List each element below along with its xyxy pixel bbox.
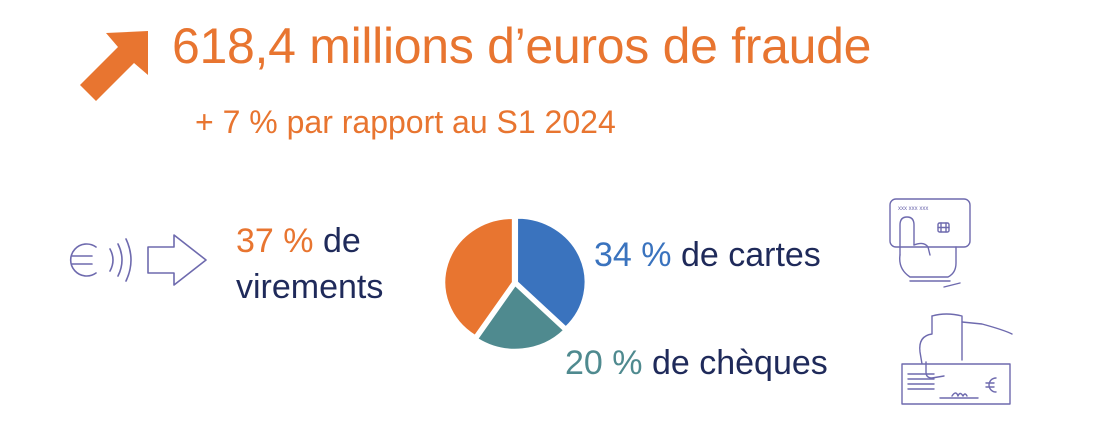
subline: + 7 % par rapport au S1 2024	[195, 104, 616, 140]
text-cartes: de cartes	[671, 236, 821, 274]
pie-chart	[443, 217, 587, 351]
pct-virements: 37 %	[236, 222, 314, 260]
label-virements: 37 % de virements	[236, 218, 383, 310]
pie-slice-virements	[443, 217, 514, 337]
hand-cheque-icon	[901, 313, 1013, 405]
pie-slice-cartes	[516, 217, 587, 328]
arrow-up-right-shape	[80, 31, 148, 101]
headline: 618,4 millions d’euros de fraude	[172, 18, 872, 74]
pie-slice-cheques	[476, 284, 565, 351]
text-cheques: de chèques	[642, 344, 828, 382]
label-cheques: 20 % de chèques	[565, 340, 828, 386]
pct-cartes: 34 %	[594, 236, 672, 274]
label-cartes: 34 % de cartes	[594, 232, 821, 278]
text-virements-line1: de	[313, 222, 361, 260]
arrow-up-right-icon	[80, 31, 148, 101]
text-virements-line2: virements	[236, 268, 384, 306]
euro-transfer-icon	[69, 234, 207, 286]
pct-cheques: 20 %	[565, 344, 643, 382]
hand-card-icon: xxx xxx xxx	[889, 198, 971, 288]
svg-text:xxx xxx xxx: xxx xxx xxx	[898, 206, 928, 212]
